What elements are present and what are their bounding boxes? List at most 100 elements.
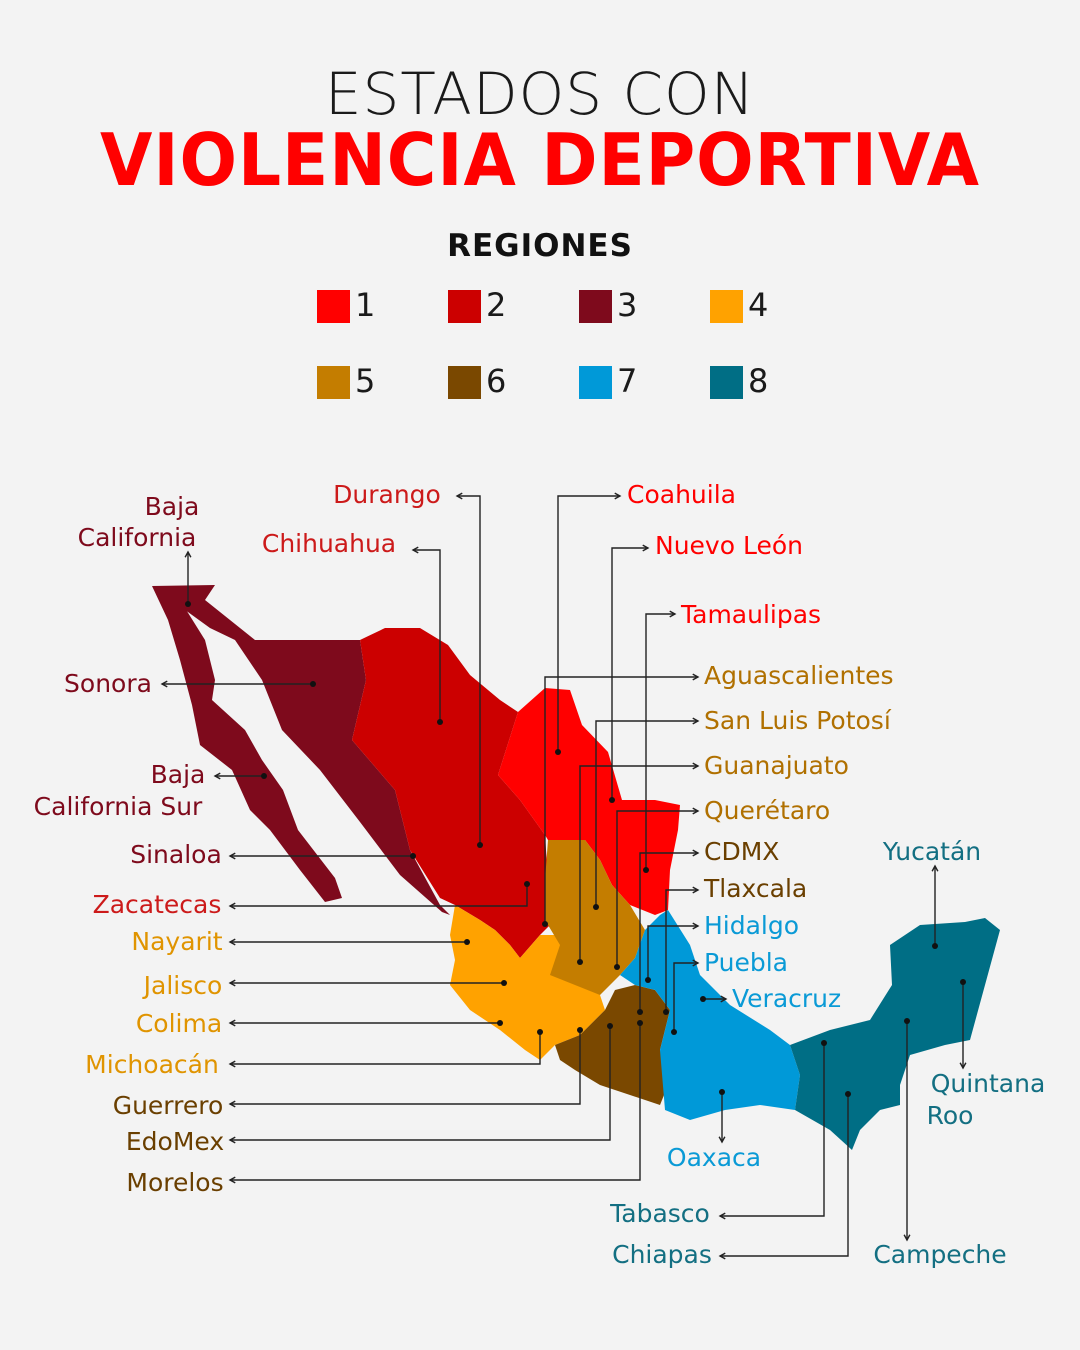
legend-label-8: 8 [748, 362, 769, 400]
leader-zacatecas [230, 884, 528, 907]
label-michoacan: Michoacán [85, 1050, 219, 1079]
label-edomex: EdoMex [126, 1127, 224, 1156]
label-chiapas: Chiapas [612, 1240, 712, 1269]
leader-chiapas [720, 1094, 849, 1257]
label-tamaulipas: Tamaulipas [680, 600, 821, 629]
label-chihuahua: Chihuahua [262, 529, 396, 558]
region-3-shape [152, 585, 450, 915]
point-veracruz [700, 996, 706, 1002]
leader-chihuahua [413, 549, 441, 722]
label-morelos: Morelos [126, 1168, 223, 1197]
region-1-shape [498, 688, 680, 915]
point-chiapas [845, 1091, 851, 1097]
leader-michoacan [230, 1032, 541, 1065]
arrow-tabasco [718, 1212, 726, 1220]
point-zacatecas [524, 881, 530, 887]
leader-cdmx [639, 852, 698, 1012]
arrow-yucatan [931, 864, 939, 872]
label-oaxaca: Oaxaca [667, 1143, 761, 1172]
label-quintana-roo: Quintana Roo [927, 1069, 1046, 1130]
label-queretaro: Querétaro [704, 796, 830, 825]
region-5-shape [545, 840, 645, 995]
point-chihuahua [437, 719, 443, 725]
label-guerrero: Guerrero [113, 1091, 224, 1120]
map-regions [152, 585, 1000, 1150]
leader-coahuila [557, 495, 620, 752]
legend-swatch-6 [448, 366, 481, 399]
point-guerrero [577, 1027, 583, 1033]
legend-swatch-4 [710, 290, 743, 323]
legend-label-3: 3 [617, 286, 638, 324]
point-colima [497, 1020, 503, 1026]
point-tamaulipas [643, 867, 649, 873]
label-aguascalientes: Aguascalientes [704, 661, 894, 690]
point-campeche [904, 1018, 910, 1024]
label-colima: Colima [136, 1009, 222, 1038]
arrow-guerrero [228, 1100, 236, 1108]
leader-guanajuato [579, 765, 698, 962]
leader-san-luis-potosi [595, 720, 698, 907]
region-3-peninsula [152, 586, 342, 902]
point-jalisco [501, 980, 507, 986]
label-yucatan: Yucatán [882, 837, 981, 866]
label-coahuila: Coahuila [627, 480, 736, 509]
point-puebla [671, 1029, 677, 1035]
legend-swatch-3 [579, 290, 612, 323]
point-cdmx [637, 1009, 643, 1015]
arrow-chihuahua [411, 546, 419, 554]
region-8-shape [790, 918, 1000, 1150]
arrow-jalisco [228, 979, 236, 987]
point-yucatan [932, 943, 938, 949]
point-hidalgo [645, 977, 651, 983]
leader-guerrero [230, 1030, 581, 1105]
point-aguascalientes [542, 921, 548, 927]
point-nuevo-leon [609, 797, 615, 803]
label-nuevo-leon: Nuevo León [655, 531, 803, 560]
region-7-shape [620, 910, 800, 1120]
arrow-guanajuato [692, 762, 700, 770]
legend-label-1: 1 [355, 286, 376, 324]
leader-tabasco [720, 1043, 825, 1217]
leader-lines [160, 492, 967, 1260]
label-tlaxcala: Tlaxcala [703, 874, 807, 903]
label-baja-california-sur: Baja California Sur [34, 760, 206, 821]
leader-hidalgo [647, 925, 698, 980]
legend-title: REGIONES [447, 228, 633, 264]
arrow-hidalgo [692, 922, 700, 930]
point-san-luis-potosi [593, 904, 599, 910]
legend-swatch-7 [579, 366, 612, 399]
label-cdmx: CDMX [704, 837, 779, 866]
leader-durango [457, 495, 481, 845]
label-hidalgo: Hidalgo [704, 911, 799, 940]
arrow-veracruz [720, 995, 728, 1003]
arrow-sinaloa [228, 852, 236, 860]
arrow-puebla [692, 959, 700, 967]
legend-label-2: 2 [486, 286, 507, 324]
point-durango [477, 842, 483, 848]
arrow-chiapas [718, 1252, 726, 1260]
arrow-tamaulipas [669, 610, 677, 618]
legend-label-4: 4 [748, 286, 769, 324]
arrow-zacatecas [228, 902, 236, 910]
point-baja-california [185, 601, 191, 607]
label-puebla: Puebla [704, 948, 788, 977]
region-4-shape [450, 905, 605, 1060]
label-jalisco: Jalisco [142, 971, 223, 1000]
point-baja-california-sur [261, 773, 267, 779]
label-san-luis-potosi: San Luis Potosí [704, 706, 892, 735]
label-baja-california: Baja California [78, 492, 200, 552]
point-sinaloa [410, 853, 416, 859]
arrow-cdmx [692, 849, 700, 857]
arrow-nuevo-leon [642, 544, 650, 552]
point-nayarit [464, 939, 470, 945]
leader-aguascalientes [544, 676, 698, 924]
leader-puebla [673, 962, 698, 1032]
point-queretaro [614, 964, 620, 970]
label-durango: Durango [333, 480, 441, 509]
title-line-2: VIOLENCIA DEPORTIVA [100, 118, 980, 202]
arrow-baja-california [184, 550, 192, 558]
leader-nuevo-leon [611, 547, 648, 800]
title-line-1: ESTADOS CON [324, 60, 756, 128]
legend-swatch-2 [448, 290, 481, 323]
